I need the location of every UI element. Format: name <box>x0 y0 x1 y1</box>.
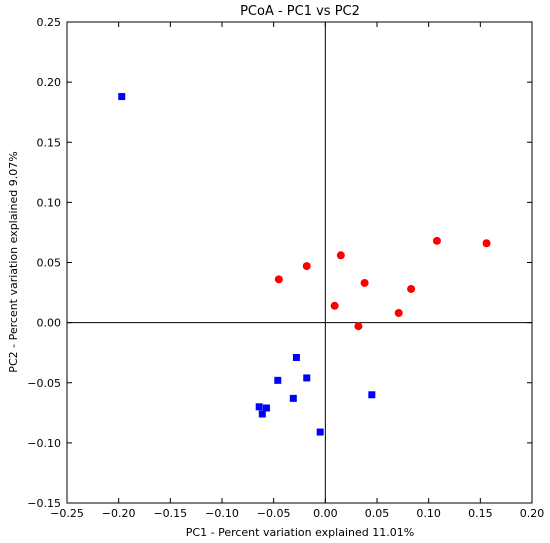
y-axis-label: PC2 - Percent variation explained 9.07% <box>7 151 20 372</box>
y-tick-label: 0.05 <box>37 257 62 270</box>
x-tick-label: 0.10 <box>416 507 441 520</box>
x-tick-label: −0.05 <box>257 507 291 520</box>
square-data-point <box>258 410 266 418</box>
x-axis-label: PC1 - Percent variation explained 11.01% <box>186 526 414 539</box>
y-tick-label: 0.00 <box>37 317 62 330</box>
x-axis-ticks: −0.25 −0.20 −0.15 −0.10 −0.05 0.00 0.05 0.10 0.1… <box>50 22 544 520</box>
square-data-point <box>303 374 311 382</box>
circle-data-point <box>432 236 441 245</box>
x-tick-label: 0.00 <box>313 507 338 520</box>
circle-data-point <box>354 322 363 331</box>
chart-title: PCoA - PC1 vs PC2 <box>240 4 360 19</box>
y-tick-label: 0.25 <box>37 16 62 29</box>
square-data-point <box>368 391 376 399</box>
x-tick-label: −0.15 <box>153 507 187 520</box>
square-data-point <box>316 428 324 436</box>
zero-lines <box>67 22 532 503</box>
circle-data-point <box>330 301 339 310</box>
y-tick-label: 0.15 <box>37 136 62 149</box>
square-data-point <box>289 394 297 402</box>
x-tick-label: −0.20 <box>102 507 136 520</box>
data-points <box>118 93 491 436</box>
y-tick-label: −0.05 <box>27 377 61 390</box>
circle-data-point <box>336 251 345 260</box>
x-tick-label: 0.05 <box>365 507 390 520</box>
circle-data-point <box>407 284 416 293</box>
x-tick-label: −0.10 <box>205 507 239 520</box>
circle-data-point <box>360 278 369 287</box>
y-tick-label: −0.15 <box>27 497 61 510</box>
circle-data-point <box>302 262 311 271</box>
circle-data-point <box>394 309 403 318</box>
y-tick-label: 0.20 <box>37 76 62 89</box>
y-axis-ticks: −0.15 −0.10 −0.05 0.00 0.05 0.10 0.15 0.20 0.25 <box>27 16 532 510</box>
circle-data-point <box>274 275 283 284</box>
square-data-point <box>262 404 270 412</box>
square-data-point <box>255 403 263 411</box>
y-tick-label: 0.10 <box>37 196 62 209</box>
plot-area <box>66 21 533 504</box>
square-data-point <box>274 376 282 384</box>
x-tick-label: 0.20 <box>520 507 545 520</box>
square-data-point <box>118 93 126 101</box>
circle-data-point <box>482 239 491 248</box>
x-tick-label: −0.25 <box>50 507 84 520</box>
y-tick-label: −0.10 <box>27 437 61 450</box>
square-data-point <box>292 353 300 361</box>
x-tick-label: 0.15 <box>468 507 493 520</box>
